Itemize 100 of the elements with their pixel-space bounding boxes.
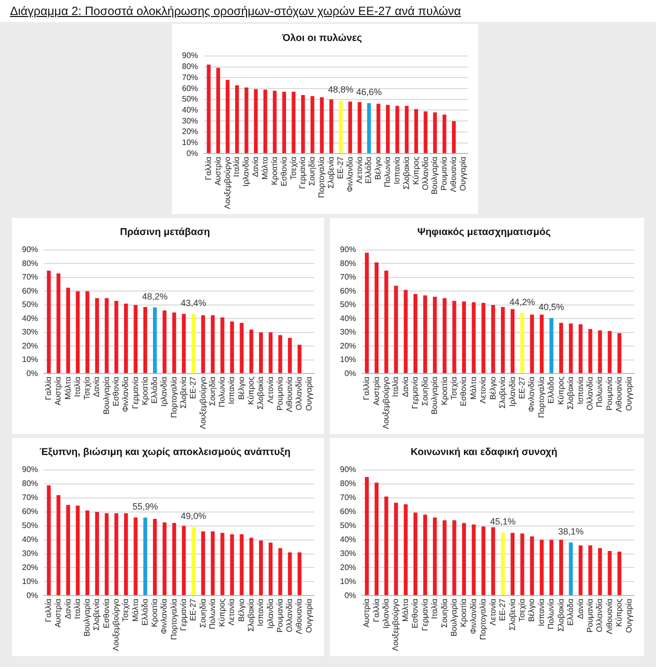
chart-title: Κοινωνική και εδαφική συνοχή <box>410 446 558 458</box>
x-tick-label: Πορτογαλία <box>169 376 178 418</box>
bar <box>617 333 622 374</box>
bar <box>201 531 206 596</box>
x-tick-label: Πολωνία <box>383 156 392 188</box>
x-tick-label: Τσεχία <box>82 376 92 400</box>
bar <box>510 532 515 596</box>
y-tick-label: 30% <box>340 328 356 337</box>
x-tick-label: Γαλλία <box>204 156 213 180</box>
bar <box>124 304 128 374</box>
bar <box>329 99 334 154</box>
bar <box>230 321 234 374</box>
bar <box>298 344 302 374</box>
bar <box>559 540 564 596</box>
x-tick-label: Ρουμανία <box>585 598 594 632</box>
x-tick-label: Κροατία <box>459 598 468 628</box>
x-tick-label: Λουξεμβούργο <box>391 598 400 652</box>
x-tick-label: Βουλγαρία <box>430 376 440 414</box>
y-tick-label: 10% <box>22 355 38 364</box>
x-tick-label: Ολλανδία <box>595 598 604 632</box>
bar <box>452 300 456 374</box>
x-tick-label: Ρουμανία <box>275 598 284 632</box>
bar <box>254 89 258 154</box>
bar <box>249 330 254 374</box>
x-tick-label: Δανία <box>251 156 260 178</box>
bar <box>404 290 408 374</box>
bar <box>320 97 324 154</box>
y-tick-label: 80% <box>340 479 356 488</box>
x-tick-label: Δανία <box>576 598 585 620</box>
x-tick-label: Τσεχία <box>121 598 130 622</box>
bar <box>462 302 466 374</box>
bar <box>95 298 99 374</box>
y-tick-label: 40% <box>182 105 198 114</box>
y-tick-label: 80% <box>22 479 38 488</box>
x-tick-label: Πορτογαλία <box>536 376 546 418</box>
bar <box>182 314 186 374</box>
x-tick-label: Μάλτα <box>63 376 72 400</box>
y-tick-label: 0% <box>344 590 356 600</box>
bar <box>374 262 379 374</box>
bar <box>85 510 90 596</box>
x-tick-label: Ελλάδα <box>150 376 160 404</box>
y-tick-label: 90% <box>340 465 356 474</box>
y-tick-label: 80% <box>340 258 356 268</box>
y-tick-label: 40% <box>340 535 356 544</box>
x-tick-label: Ουγγαρία <box>304 376 314 411</box>
y-tick-label: 20% <box>22 562 38 572</box>
bar <box>423 295 428 374</box>
bar <box>288 338 292 374</box>
x-tick-label: Φινλανδία <box>527 376 536 412</box>
x-tick-label: Πολωνία <box>208 598 217 630</box>
bar <box>424 111 428 154</box>
x-tick-label: Ουγγαρία <box>624 376 634 411</box>
x-tick-label: Κύπρος <box>614 598 624 627</box>
x-tick-label: Εσθονία <box>279 156 288 186</box>
bar <box>301 95 305 154</box>
x-tick-label: Πορτογαλία <box>317 156 326 198</box>
bar <box>272 90 277 154</box>
bar <box>56 495 60 596</box>
data-label: 49,0% <box>180 511 206 522</box>
bar <box>46 270 51 374</box>
x-tick-label: Βουλγαρία <box>449 598 458 636</box>
bar <box>578 545 583 596</box>
x-tick-label: Πορτογαλία <box>478 598 488 640</box>
x-tick-label: Πολωνία <box>218 376 227 408</box>
y-tick-label: 70% <box>182 72 198 82</box>
bar <box>481 302 486 374</box>
y-tick-label: 50% <box>340 300 356 310</box>
bar <box>530 314 534 374</box>
x-tick-label: Βέλγιο <box>488 376 498 400</box>
x-tick-label: Ιρλανδία <box>266 598 275 629</box>
bar <box>549 318 554 374</box>
y-tick-label: 20% <box>340 562 356 572</box>
bar <box>384 496 388 596</box>
bar <box>162 522 166 596</box>
x-tick-label: Ελλάδα <box>546 376 556 404</box>
bar <box>220 317 224 374</box>
x-tick-label: Λετονία <box>354 156 364 184</box>
x-tick-label: Πολωνία <box>546 598 556 630</box>
x-tick-label: Σλοβενία <box>179 376 188 408</box>
x-tick-label: Αυστρία <box>54 598 63 628</box>
bar <box>220 532 224 596</box>
x-tick-label: Ιρλανδία <box>160 376 169 407</box>
bar <box>404 106 409 154</box>
bar <box>452 520 456 596</box>
y-tick-label: 60% <box>340 507 356 516</box>
bar <box>152 518 157 596</box>
x-tick-label: Ελλάδα <box>566 598 576 626</box>
bar <box>414 109 418 154</box>
bar <box>374 482 379 596</box>
x-tick-label: ΕΕ-27 <box>517 376 526 399</box>
bar <box>259 332 263 374</box>
x-tick-label: Βέλγιο <box>527 598 536 622</box>
bar <box>172 312 176 374</box>
bar <box>394 286 398 374</box>
bar <box>85 291 90 374</box>
data-label: 55,9% <box>132 502 158 512</box>
y-tick-label: 20% <box>340 341 356 350</box>
bar <box>510 309 515 374</box>
bar <box>226 80 230 154</box>
x-tick-label: Λουξεμβούργο <box>198 376 208 430</box>
